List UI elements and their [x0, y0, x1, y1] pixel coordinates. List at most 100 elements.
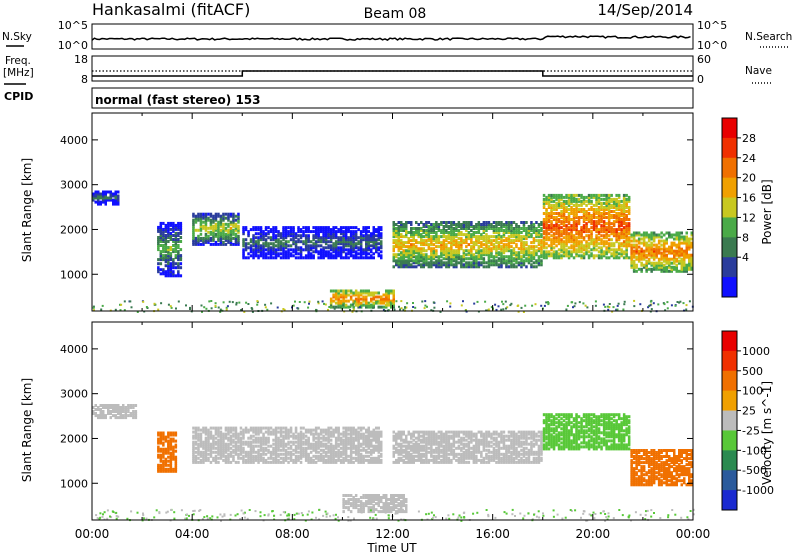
range-gate-cell — [237, 438, 240, 442]
range-gate-cell — [119, 416, 122, 420]
range-gate-cell — [515, 223, 518, 226]
range-gate-cell — [257, 246, 260, 250]
range-gate-cell — [382, 297, 385, 301]
range-gate-cell — [572, 228, 576, 232]
range-gate-cell — [159, 229, 163, 233]
range-gate-cell — [179, 258, 183, 262]
range-gate-cell — [227, 234, 230, 238]
range-gate-cell — [297, 252, 300, 256]
range-gate-cell — [107, 196, 110, 200]
range-gate-cell — [162, 467, 165, 471]
range-gate-cell — [192, 456, 195, 460]
range-gate-cell — [512, 265, 516, 269]
range-gate-cell — [642, 243, 646, 247]
range-gate-cell — [668, 251, 671, 255]
range-gate-cell — [319, 436, 323, 440]
range-gate-cell — [507, 225, 511, 228]
range-gate-cell — [395, 255, 398, 259]
range-gate-cell — [127, 404, 130, 407]
range-gate-cell — [585, 199, 588, 203]
range-gate-cell — [372, 301, 375, 305]
range-gate-cell — [279, 438, 283, 442]
range-gate-cell — [109, 192, 112, 196]
scatter-cell — [93, 309, 95, 312]
range-gate-cell — [387, 301, 390, 305]
range-gate-cell — [292, 240, 295, 244]
range-gate-cell — [337, 240, 340, 244]
range-gate-cell — [465, 263, 468, 267]
range-gate-cell — [407, 265, 410, 269]
range-gate-cell — [510, 221, 513, 224]
range-gate-cell — [269, 250, 273, 254]
range-gate-cell — [600, 248, 603, 252]
range-gate-cell — [224, 456, 228, 460]
range-gate-cell — [395, 229, 398, 232]
range-gate-cell — [440, 251, 443, 255]
range-gate-cell — [322, 444, 325, 448]
scatter-cell — [349, 309, 351, 311]
range-gate-cell — [475, 259, 478, 263]
range-gate-cell — [647, 247, 651, 251]
range-gate-cell — [495, 221, 498, 224]
range-gate-cell — [192, 242, 195, 246]
scatter-cell — [175, 307, 177, 310]
scatter-cell — [566, 304, 569, 307]
range-gate-cell — [192, 236, 195, 240]
range-gate-cell — [164, 225, 168, 229]
range-gate-cell — [324, 254, 328, 258]
range-gate-cell — [352, 250, 355, 254]
range-gate-cell — [392, 265, 395, 269]
range-gate-cell — [244, 450, 248, 454]
range-gate-cell — [570, 236, 573, 240]
range-gate-cell — [132, 404, 135, 407]
scatter-cell — [200, 304, 203, 307]
range-gate-cell — [430, 243, 433, 247]
range-gate-cell — [117, 200, 120, 204]
range-gate-cell — [217, 444, 220, 448]
range-gate-cell — [587, 214, 591, 217]
scatter-cell — [460, 304, 463, 307]
range-gate-cell — [264, 440, 268, 444]
range-gate-cell — [420, 239, 423, 243]
range-gate-cell — [372, 244, 375, 248]
range-gate-cell — [647, 233, 651, 237]
range-gate-cell — [620, 220, 623, 224]
range-gate-cell — [565, 236, 568, 240]
range-gate-cell — [445, 245, 448, 249]
range-gate-cell — [562, 246, 566, 250]
range-gate-cell — [199, 452, 203, 456]
range-gate-cell — [412, 251, 415, 255]
range-gate-cell — [274, 448, 278, 452]
range-gate-cell — [412, 249, 415, 253]
range-gate-cell — [630, 251, 633, 255]
range-gate-cell — [557, 201, 561, 205]
range-gate-cell — [542, 252, 546, 256]
range-gate-cell — [652, 237, 656, 241]
range-gate-cell — [337, 291, 340, 295]
range-gate-cell — [352, 242, 355, 246]
range-gate-cell — [94, 412, 97, 415]
range-gate-cell — [587, 250, 591, 254]
range-gate-cell — [407, 263, 410, 267]
range-gate-cell — [197, 238, 200, 242]
range-gate-cell — [367, 289, 370, 293]
range-gate-cell — [630, 243, 633, 247]
range-gate-cell — [259, 436, 263, 440]
range-gate-cell — [617, 214, 621, 217]
range-gate-cell — [162, 254, 165, 258]
range-gate-cell — [510, 249, 513, 253]
range-gate-cell — [467, 263, 471, 267]
range-gate-cell — [630, 255, 633, 259]
range-gate-cell — [292, 460, 295, 464]
range-gate-cell — [535, 229, 538, 232]
range-gate-cell — [655, 235, 658, 239]
range-gate-cell — [620, 208, 623, 211]
range-gate-cell — [284, 236, 288, 240]
range-gate-cell — [405, 233, 408, 237]
range-gate-cell — [164, 449, 168, 453]
range-gate-cell — [487, 221, 491, 224]
range-gate-cell — [357, 291, 360, 295]
range-gate-cell — [557, 212, 561, 215]
range-gate-cell — [472, 263, 476, 267]
range-gate-cell — [642, 251, 646, 255]
